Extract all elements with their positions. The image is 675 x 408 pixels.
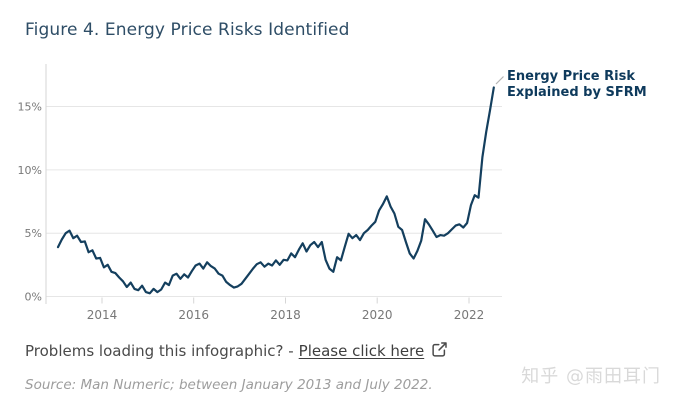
x-tick-label: 2016 [178,308,209,322]
series-annotation-line2: Explained by SFRM [507,85,647,100]
figure-title: Figure 4. Energy Price Risks Identified [25,20,350,40]
infographic-fallback-row: Problems loading this infographic? - Ple… [25,340,448,361]
y-tick-label: 10% [18,164,42,177]
please-click-here-link[interactable]: Please click here [298,341,425,360]
series-annotation-line1: Energy Price Risk [507,69,635,84]
series-line [56,86,495,295]
annotation-leader-line [495,76,504,85]
watermark-text: 知乎 @雨田耳门 [521,366,661,387]
source-text: Source: Man Numeric; between January 201… [25,377,433,393]
x-tick-label: 2020 [362,308,393,322]
external-link-icon[interactable] [431,341,448,362]
x-tick-label: 2022 [454,308,485,322]
x-tick-label: 2018 [270,308,301,322]
y-tick-label: 5% [25,227,42,240]
y-tick-label: 15% [18,101,42,114]
series-annotation: Energy Price Risk Explained by SFRM [507,69,647,101]
problems-loading-text: Problems loading this infographic? - [25,341,294,360]
energy-risk-chart: 0% 5% 10% 15% 2014 2016 2018 2020 2022 [18,64,504,322]
x-tick-label: 2014 [87,308,118,322]
y-tick-label: 0% [25,291,42,304]
